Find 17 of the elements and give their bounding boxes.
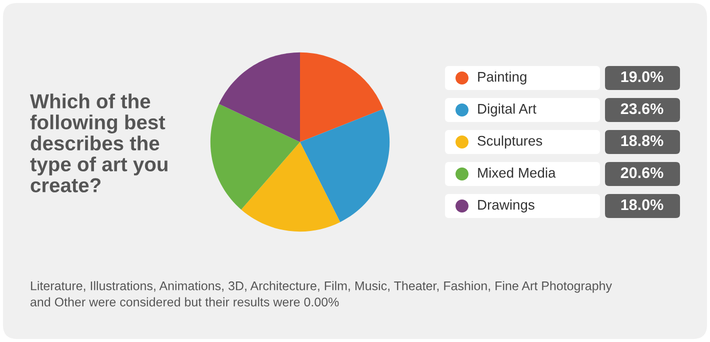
pie-slice [241, 142, 340, 232]
pie-slice [218, 52, 300, 142]
data-label: 23.6% [620, 103, 664, 114]
data-label: 18.0% [621, 199, 664, 210]
pie-slice [210, 104, 300, 210]
pie-slice [300, 109, 390, 222]
pie-slice [300, 52, 384, 142]
legend-label: Sculptures [478, 136, 542, 148]
data-label: 20.6% [620, 167, 664, 178]
text: Literature, Illustrations, Animations, 3D, Architecture, Film, Music, Theater, Fashion, Fine Art Photography and Other were considered but their results were 0.00% [30, 281, 612, 306]
legend-label: Painting [478, 72, 526, 84]
data-label: 18.8% [621, 135, 664, 146]
legend-label: Drawings [478, 200, 534, 212]
text: Which of the following best describes the type of art you create? [30, 94, 168, 192]
legend-label: Mixed Media [478, 168, 556, 178]
data-label: 19.0% [621, 71, 664, 82]
legend-label: Digital Art [478, 104, 536, 116]
